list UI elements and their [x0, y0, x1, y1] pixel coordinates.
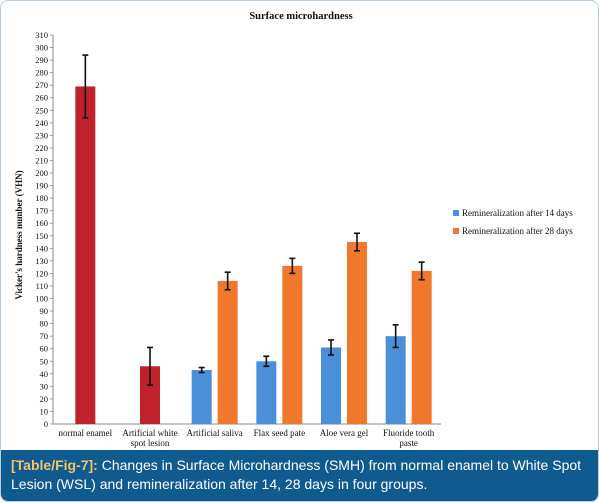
x-category-label: normal enamel: [58, 428, 112, 438]
y-tick-label: 160: [35, 218, 48, 228]
y-tick-label: 40: [40, 369, 49, 379]
bar-baseline: [140, 366, 160, 424]
x-category-label: Flax seed pate: [254, 428, 305, 438]
y-tick-label: 310: [35, 30, 48, 40]
bar-28-days: [217, 280, 238, 424]
y-tick-label: 130: [35, 256, 48, 266]
bar-28-days: [347, 242, 367, 424]
x-category-label: Artificial saliva: [187, 428, 243, 438]
y-axis-label: Vicker's hardness number (VHN): [14, 170, 24, 299]
x-category-label: Aloe vera gel: [320, 428, 369, 438]
bar-14-days: [191, 370, 212, 424]
y-tick-label: 220: [35, 143, 48, 153]
y-tick-label: 50: [40, 356, 49, 366]
bar-14-days: [321, 347, 341, 424]
bar-14-days: [256, 361, 277, 424]
y-tick-label: 270: [35, 80, 48, 90]
x-category-label: paste: [399, 438, 418, 448]
y-tick-label: 110: [36, 281, 48, 291]
x-category-label: spot lesion: [131, 438, 170, 448]
y-tick-label: 140: [35, 243, 48, 253]
bar-14-days: [385, 336, 406, 424]
bar-baseline: [75, 86, 96, 424]
bar-28-days: [411, 270, 432, 424]
y-tick-label: 120: [35, 268, 48, 278]
y-tick-label: 260: [35, 93, 48, 103]
y-tick-label: 200: [35, 168, 48, 178]
y-tick-label: 90: [40, 306, 49, 316]
figure-caption: [Table/Fig-7]: Changes in Surface Microh…: [1, 450, 598, 501]
y-tick-label: 10: [40, 406, 49, 416]
y-tick-label: 100: [35, 294, 48, 304]
y-tick-label: 30: [40, 381, 49, 391]
legend-label: Remineralization after 14 days: [462, 208, 573, 218]
y-tick-label: 0: [44, 419, 48, 429]
x-category-label: Artificial white: [122, 428, 177, 438]
x-category-label: Fluoride tooth: [383, 428, 435, 438]
y-tick-label: 150: [35, 231, 48, 241]
y-tick-label: 250: [35, 105, 48, 115]
y-tick-label: 300: [35, 43, 48, 53]
legend-swatch: [453, 210, 459, 216]
caption-label: [Table/Fig-7]:: [11, 457, 98, 473]
legend-swatch: [453, 228, 459, 234]
legend: Remineralization after 14 days Reminerali…: [453, 208, 573, 236]
y-tick-label: 290: [35, 55, 48, 65]
y-tick-label: 180: [35, 193, 48, 203]
y-tick-label: 210: [35, 155, 48, 165]
caption-text: Changes in Surface Microhardness (SMH) f…: [11, 457, 582, 492]
y-tick-label: 280: [35, 68, 48, 78]
y-tick-label: 240: [35, 118, 48, 128]
legend-label: Remineralization after 28 days: [462, 226, 573, 236]
chart-title: Surface microhardness: [249, 11, 352, 22]
y-tick-label: 80: [40, 319, 49, 329]
y-tick-label: 20: [40, 394, 49, 404]
bars-layer: [75, 54, 432, 424]
y-tick-label: 60: [40, 344, 49, 354]
y-tick-label: 170: [35, 206, 48, 216]
y-tick-label: 70: [40, 331, 49, 341]
y-tick-label: 190: [35, 181, 48, 191]
bar-28-days: [282, 265, 303, 424]
y-axis: 0 10 20 30 40 50 60 70 80 90 100 110 120 130 140 150 160…: [35, 30, 441, 429]
y-tick-label: 230: [35, 130, 48, 140]
chart: Surface microhardness Vicker's hardness …: [14, 11, 573, 448]
